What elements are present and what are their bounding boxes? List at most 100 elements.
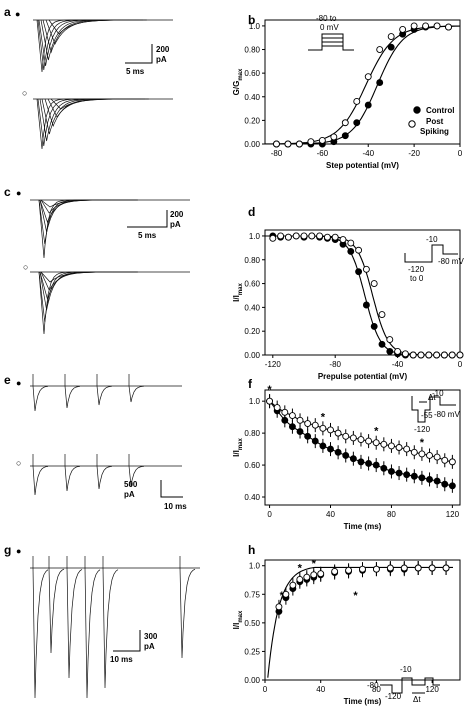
x-tick-label: -40 xyxy=(392,360,404,369)
current-trace xyxy=(84,556,101,699)
current-trace xyxy=(36,98,130,150)
panel-label-e: e xyxy=(4,373,11,387)
data-point-post-spiking xyxy=(387,442,395,450)
post-spiking-marker: ○ xyxy=(23,262,28,272)
scale-bar-y-unit: pA xyxy=(156,55,167,64)
panel-label-g: g xyxy=(4,543,11,557)
legend-marker-control xyxy=(413,106,421,114)
y-tick-label: 0.60 xyxy=(244,280,260,289)
data-point-control xyxy=(433,477,441,485)
protocol-label: -10 xyxy=(426,235,438,244)
y-axis-label: G/Gmax xyxy=(232,68,244,95)
voltage-protocol-d: -10 -120 to 0 -80 mV xyxy=(404,235,464,283)
y-tick-label: 0.40 xyxy=(244,303,260,312)
data-point-post-spiking xyxy=(345,566,353,574)
data-point-post-spiking xyxy=(370,280,378,288)
panel-label-h: h xyxy=(248,543,255,557)
x-axis-label: Prepulse potential (mV) xyxy=(318,372,408,381)
current-trace xyxy=(64,454,81,492)
data-point-post-spiking xyxy=(400,564,408,572)
y-tick-label: 0.75 xyxy=(244,590,260,599)
fit-curve xyxy=(265,235,460,356)
data-point-control xyxy=(355,268,363,276)
data-point-post-spiking xyxy=(304,420,312,427)
protocol-label: -120 xyxy=(414,425,431,434)
current-trace xyxy=(39,271,135,311)
y-axis-label: I/Imax xyxy=(232,283,244,302)
current-trace xyxy=(96,374,113,406)
protocol-label: Δt xyxy=(428,393,436,402)
data-point-post-spiking xyxy=(410,448,418,456)
scale-bar-y-unit: pA xyxy=(124,490,135,499)
data-point-control xyxy=(441,480,449,488)
data-point-post-spiking xyxy=(372,439,380,447)
plot-frame xyxy=(264,229,461,356)
x-tick-label: 120 xyxy=(425,685,439,694)
data-point-post-spiking xyxy=(353,98,361,105)
legend-marker-post-spiking xyxy=(408,120,416,128)
data-point-post-spiking xyxy=(394,347,402,355)
legend-label-post-spiking: Post xyxy=(426,117,444,126)
data-point-post-spiking xyxy=(355,246,363,254)
data-point-post-spiking xyxy=(307,138,315,146)
current-trace xyxy=(40,271,138,291)
y-tick-label: 1.0 xyxy=(249,397,261,406)
scale-bar-g: 300 pA 10 ms xyxy=(110,630,158,664)
current-trace xyxy=(40,199,138,208)
data-point-post-spiking xyxy=(316,232,324,240)
data-point-post-spiking xyxy=(296,575,304,583)
data-point-post-spiking xyxy=(441,456,449,464)
post-spiking-marker: ○ xyxy=(16,458,21,468)
x-tick-label: -80 xyxy=(271,149,283,158)
control-marker: ● xyxy=(16,546,21,556)
control-marker: ● xyxy=(16,188,21,198)
current-traces-control xyxy=(33,19,173,73)
data-point-control xyxy=(362,301,370,309)
significance-star: * xyxy=(353,590,358,602)
plot-frame xyxy=(264,389,461,506)
significance-star: * xyxy=(298,562,303,574)
x-axis-label: Step potential (mV) xyxy=(326,161,399,170)
data-point-post-spiking xyxy=(288,412,296,420)
x-tick-label: 0 xyxy=(458,149,463,158)
significance-star: * xyxy=(280,590,285,602)
current-trace xyxy=(37,19,132,71)
data-point-post-spiking xyxy=(433,351,441,359)
data-point-control xyxy=(341,132,349,140)
current-trace xyxy=(48,556,65,654)
data-point-post-spiking xyxy=(281,408,289,416)
data-point-post-spiking xyxy=(433,453,441,461)
data-point-post-spiking xyxy=(403,445,411,453)
current-trace xyxy=(64,374,81,409)
x-tick-label: -60 xyxy=(317,149,329,158)
data-point-control xyxy=(342,452,350,459)
data-point-control xyxy=(357,458,365,466)
x-tick-label: -40 xyxy=(362,149,374,158)
current-trace xyxy=(36,19,130,73)
current-traces-post-spiking xyxy=(30,271,190,335)
y-axis-label: I/Imax xyxy=(232,610,244,629)
protocol-label: -10 xyxy=(432,389,444,398)
data-point-post-spiking xyxy=(378,311,386,318)
data-point-post-spiking xyxy=(330,133,338,141)
x-tick-label: -120 xyxy=(265,360,282,369)
data-point-control xyxy=(376,79,384,87)
plot-cumulative-inactivation: 0 40 80 120 0.40 0.60 0.80 1.0 Time (ms) I/Imax * *… xyxy=(232,384,461,531)
data-point-post-spiking xyxy=(365,437,373,445)
current-traces-control xyxy=(30,556,200,699)
y-tick-label: 0.80 xyxy=(244,46,260,55)
data-point-control xyxy=(403,471,411,479)
current-trace xyxy=(66,556,83,679)
current-trace xyxy=(38,271,132,335)
data-point-post-spiking xyxy=(347,239,355,247)
data-point-control xyxy=(364,101,372,109)
current-traces-post-spiking xyxy=(33,98,173,150)
data-point-control xyxy=(386,347,394,355)
data-point-control xyxy=(387,468,395,475)
data-point-post-spiking xyxy=(284,233,292,241)
protocol-label: -10 xyxy=(400,665,412,674)
current-trace xyxy=(128,454,145,487)
scale-bar-x-label: 10 ms xyxy=(110,655,133,664)
data-point-post-spiking xyxy=(409,351,417,359)
fit-curve xyxy=(265,235,460,356)
